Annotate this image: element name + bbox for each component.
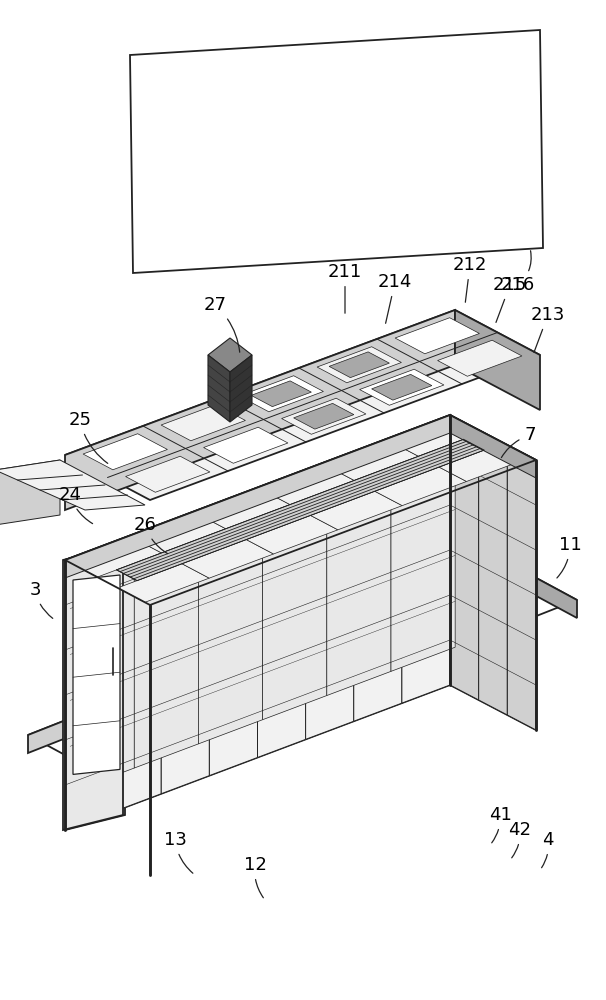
Polygon shape (0, 460, 60, 525)
Text: 12: 12 (244, 856, 267, 898)
Polygon shape (63, 545, 123, 830)
Text: 216: 216 (501, 251, 535, 294)
Polygon shape (0, 460, 145, 510)
Polygon shape (354, 433, 402, 721)
Polygon shape (83, 434, 167, 470)
Polygon shape (305, 451, 354, 739)
Polygon shape (28, 553, 490, 753)
Text: 3: 3 (29, 581, 53, 618)
Polygon shape (507, 445, 536, 730)
Text: 42: 42 (508, 821, 531, 858)
Polygon shape (375, 467, 467, 506)
Polygon shape (258, 469, 305, 758)
Text: 215: 215 (493, 276, 527, 322)
Polygon shape (125, 456, 210, 492)
Text: 4: 4 (542, 831, 554, 868)
Polygon shape (65, 415, 450, 578)
Polygon shape (70, 539, 135, 792)
Polygon shape (230, 355, 252, 422)
Polygon shape (439, 443, 531, 481)
Text: 212: 212 (453, 256, 487, 302)
Polygon shape (438, 340, 522, 376)
Text: 213: 213 (531, 306, 565, 352)
Polygon shape (198, 490, 262, 744)
Text: 41: 41 (488, 806, 511, 843)
Text: 11: 11 (557, 536, 581, 578)
Polygon shape (479, 430, 507, 715)
Polygon shape (282, 398, 366, 434)
Text: 25: 25 (68, 411, 108, 463)
Text: 27: 27 (204, 296, 240, 352)
Polygon shape (208, 338, 252, 372)
Polygon shape (135, 514, 226, 553)
Polygon shape (395, 318, 479, 354)
Polygon shape (118, 564, 209, 602)
Text: 26: 26 (133, 516, 168, 554)
Polygon shape (262, 466, 355, 505)
Polygon shape (198, 490, 290, 529)
Polygon shape (450, 415, 479, 700)
Text: 13: 13 (164, 831, 193, 873)
Text: 24: 24 (59, 486, 93, 524)
Polygon shape (204, 427, 288, 463)
Polygon shape (450, 415, 536, 478)
Text: 214: 214 (378, 273, 412, 323)
Polygon shape (327, 442, 391, 696)
Polygon shape (246, 515, 338, 554)
Polygon shape (208, 355, 230, 422)
Polygon shape (294, 403, 354, 429)
Polygon shape (262, 466, 327, 720)
Polygon shape (210, 488, 258, 776)
Polygon shape (65, 415, 536, 605)
Polygon shape (239, 376, 324, 412)
Polygon shape (65, 542, 113, 830)
Polygon shape (70, 539, 162, 577)
Polygon shape (391, 418, 455, 671)
Polygon shape (455, 310, 540, 410)
Polygon shape (251, 381, 311, 407)
Polygon shape (391, 418, 483, 456)
Polygon shape (402, 415, 450, 703)
Polygon shape (371, 374, 432, 400)
Polygon shape (161, 506, 210, 794)
Polygon shape (113, 524, 161, 812)
Polygon shape (490, 553, 577, 618)
Polygon shape (182, 540, 273, 578)
Polygon shape (327, 442, 419, 480)
Polygon shape (161, 405, 245, 441)
Text: 7: 7 (501, 426, 536, 458)
Polygon shape (116, 439, 484, 581)
Polygon shape (329, 352, 390, 378)
Polygon shape (450, 415, 536, 730)
Polygon shape (28, 553, 577, 782)
Polygon shape (359, 369, 444, 405)
Polygon shape (73, 575, 120, 774)
Polygon shape (65, 545, 125, 830)
Polygon shape (65, 310, 455, 510)
Polygon shape (130, 30, 543, 273)
Polygon shape (65, 415, 450, 830)
Polygon shape (135, 514, 198, 768)
Polygon shape (310, 491, 402, 530)
Polygon shape (317, 347, 401, 383)
Polygon shape (65, 310, 540, 500)
Text: 211: 211 (328, 263, 362, 313)
